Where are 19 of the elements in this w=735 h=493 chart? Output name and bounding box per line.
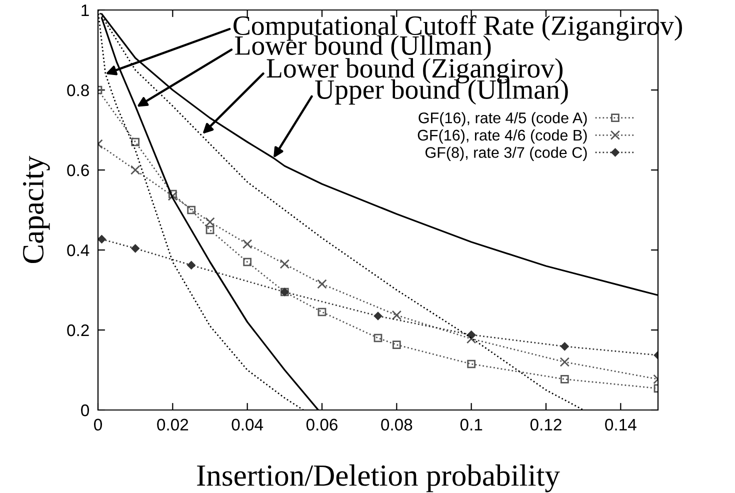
x-axis-title: Insertion/Deletion probability (197, 464, 560, 492)
y-tick-label: 0.6 (67, 164, 89, 176)
legend-label: GF(8), rate 3/7 (code C) (425, 146, 587, 161)
y-tick-label: 0.8 (67, 84, 89, 96)
x-tick-label: 0.1 (460, 418, 482, 431)
x-tick-label: 0.04 (232, 418, 264, 431)
y-tick-label: 0 (81, 404, 90, 416)
x-tick-label: 0.06 (306, 418, 338, 431)
x-tick-label: 0.08 (381, 418, 412, 431)
x-tick-label: 0.12 (530, 418, 562, 431)
x-tick-label: 0.14 (605, 418, 636, 431)
y-tick-label: 0.4 (67, 244, 90, 256)
y-tick-label: 0.2 (67, 324, 89, 336)
y-tick-label: 1 (82, 4, 89, 16)
legend-label: GF(16), rate 4/6 (code B) (418, 129, 587, 144)
legend-label: GF(16), rate 4/5 (code A) (418, 112, 587, 126)
x-tick-label: 0.02 (157, 418, 188, 431)
y-axis-title: Capacity (23, 156, 50, 264)
x-tick-label: 0 (94, 418, 102, 431)
